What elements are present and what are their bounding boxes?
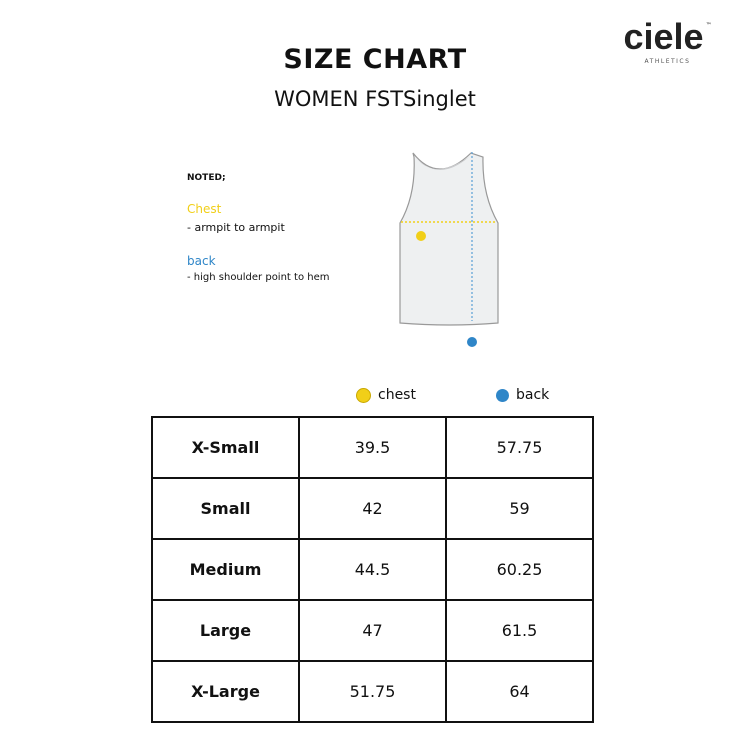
table-row: Medium 44.5 60.25 <box>151 538 594 601</box>
legend-back: back <box>496 386 549 404</box>
singlet-diagram <box>399 152 499 347</box>
size-table: X-Small 39.5 57.75 Small 42 59 Medium 44.5 60.25… <box>151 416 594 723</box>
chest-cell: 51.75 <box>298 660 447 723</box>
chest-cell: 39.5 <box>298 416 447 479</box>
back-cell: 59 <box>445 477 594 540</box>
chest-dot-icon <box>356 387 371 403</box>
table-row: X-Large 51.75 64 <box>151 660 594 723</box>
chest-label: Chest <box>187 202 222 216</box>
table-row: Small 42 59 <box>151 477 594 540</box>
page-title: SIZE CHART <box>283 44 467 75</box>
back-dot-icon <box>467 337 477 347</box>
back-cell: 64 <box>445 660 594 723</box>
chest-dot-icon <box>416 231 426 241</box>
back-cell: 60.25 <box>445 538 594 601</box>
size-cell: Medium <box>151 538 300 601</box>
logo-tagline: ATHLETICS <box>644 58 691 65</box>
size-cell: Large <box>151 599 300 662</box>
chest-cell: 44.5 <box>298 538 447 601</box>
singlet-body <box>399 152 499 326</box>
legend-chest: chest <box>356 386 416 404</box>
legend-chest-label: chest <box>378 387 416 403</box>
size-cell: X-Large <box>151 660 300 723</box>
table-row: X-Small 39.5 57.75 <box>151 416 594 479</box>
logo-word: ciele <box>623 16 704 57</box>
logo-tm: ™ <box>705 22 712 29</box>
back-description: - high shoulder point to hem <box>187 272 330 283</box>
table-row: Large 47 61.5 <box>151 599 594 662</box>
chest-cell: 42 <box>298 477 447 540</box>
back-label: back <box>187 254 216 268</box>
size-cell: Small <box>151 477 300 540</box>
page-subtitle: WOMEN FSTSinglet <box>274 87 476 111</box>
chest-cell: 47 <box>298 599 447 662</box>
notes-heading: NOTED; <box>187 173 226 183</box>
back-dot-icon <box>496 388 509 402</box>
brand-logo: ciele ™ ATHLETICS <box>610 18 725 66</box>
back-cell: 57.75 <box>445 416 594 479</box>
back-cell: 61.5 <box>445 599 594 662</box>
size-cell: X-Small <box>151 416 300 479</box>
legend-back-label: back <box>516 387 550 403</box>
chest-description: - armpit to armpit <box>187 221 285 234</box>
singlet-neck <box>416 157 469 170</box>
